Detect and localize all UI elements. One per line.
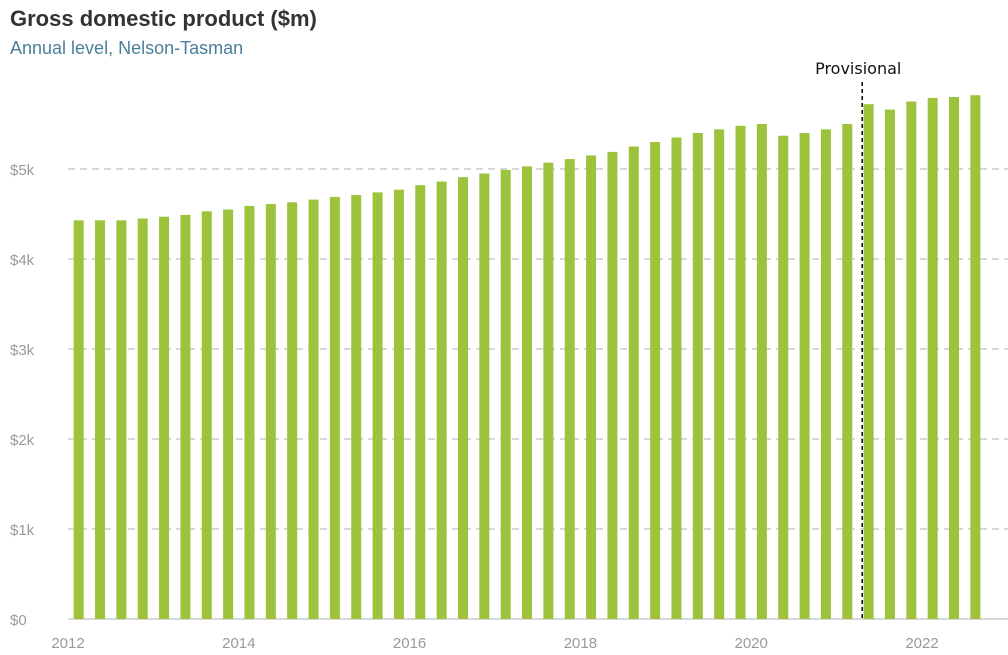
y-tick-label: $0 bbox=[10, 612, 27, 629]
bar bbox=[500, 169, 511, 619]
bar bbox=[244, 205, 255, 619]
x-tick-label: 2016 bbox=[393, 635, 426, 652]
y-tick-label: $1k bbox=[10, 522, 35, 539]
x-tick-label: 2012 bbox=[51, 635, 84, 652]
bar bbox=[671, 137, 682, 619]
bar bbox=[735, 125, 746, 620]
x-tick-label: 2022 bbox=[905, 635, 938, 652]
y-tick-label: $5k bbox=[10, 162, 35, 179]
bar bbox=[329, 196, 340, 619]
bar bbox=[436, 181, 447, 619]
bar bbox=[884, 109, 895, 619]
bar bbox=[522, 166, 533, 620]
x-tick-label: 2020 bbox=[735, 635, 768, 652]
bar bbox=[116, 220, 127, 620]
bar bbox=[842, 124, 853, 619]
chart-title: Gross domestic product ($m) bbox=[10, 6, 317, 31]
bar bbox=[159, 216, 170, 619]
bar bbox=[714, 129, 725, 619]
bar bbox=[692, 133, 703, 619]
bar bbox=[863, 104, 874, 619]
bar bbox=[137, 218, 148, 619]
provisional-label: Provisional bbox=[815, 59, 901, 78]
bar bbox=[906, 101, 917, 619]
bar bbox=[607, 151, 618, 619]
bar bbox=[927, 97, 938, 619]
bar bbox=[970, 95, 981, 619]
bar bbox=[308, 199, 319, 619]
bar bbox=[223, 209, 234, 619]
y-tick-label: $4k bbox=[10, 252, 35, 269]
bar bbox=[586, 155, 597, 619]
bar bbox=[180, 214, 191, 619]
y-tick-label: $2k bbox=[10, 432, 35, 449]
bar bbox=[95, 220, 106, 620]
chart-subtitle: Annual level, Nelson-Tasman bbox=[10, 38, 244, 58]
bar bbox=[265, 204, 276, 619]
bar bbox=[393, 189, 404, 619]
bar bbox=[756, 124, 767, 619]
y-tick-label: $3k bbox=[10, 342, 35, 359]
bar bbox=[628, 146, 639, 619]
bar bbox=[778, 135, 789, 619]
bar bbox=[650, 142, 661, 619]
bar bbox=[543, 162, 554, 619]
bar bbox=[479, 173, 490, 619]
x-tick-label: 2014 bbox=[222, 635, 255, 652]
bar bbox=[372, 192, 383, 619]
bar bbox=[564, 159, 575, 619]
bar bbox=[351, 195, 362, 619]
bar bbox=[73, 220, 84, 620]
bar bbox=[287, 202, 298, 620]
bar bbox=[201, 211, 212, 620]
x-tick-label: 2018 bbox=[564, 635, 597, 652]
bar bbox=[949, 97, 960, 619]
bar bbox=[415, 185, 426, 619]
bar bbox=[820, 129, 831, 619]
bar bbox=[799, 133, 810, 619]
bar bbox=[457, 177, 468, 619]
